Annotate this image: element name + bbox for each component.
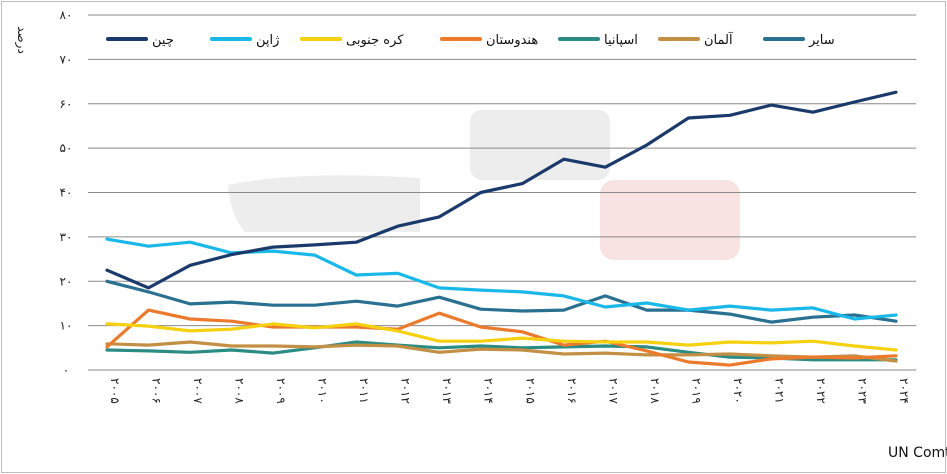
x-tick-label: ۲۰۱۲ xyxy=(399,378,413,404)
y-tick-label: ۵۰ xyxy=(60,141,73,155)
x-tick-label: ۲۰۰۶ xyxy=(150,378,164,404)
source-label: منبع: UN Comtrade xyxy=(888,445,947,461)
legend-label: ژاپن xyxy=(256,33,279,48)
x-tick-label: ۲۰۱۴ xyxy=(482,378,496,404)
y-tick-label: ۳۰ xyxy=(60,230,73,244)
y-tick-label: ۰ xyxy=(63,363,69,377)
legend-label: کره جنوبی xyxy=(346,33,404,48)
y-tick-label: ۴۰ xyxy=(60,186,73,200)
x-tick-label: ۲۰۰۷ xyxy=(191,378,205,404)
legend-label: آلمان xyxy=(704,31,734,48)
x-tick-label: ۲۰۲۴ xyxy=(897,378,911,404)
series-line-3 xyxy=(105,308,898,367)
x-tick-label: ۲۰۱۸ xyxy=(648,378,662,404)
x-tick-label: ۲۰۱۰ xyxy=(316,378,330,404)
x-tick-label: ۲۰۰۸ xyxy=(233,378,247,404)
x-tick-label: ۲۰۱۳ xyxy=(440,378,454,404)
x-tick-label: ۲۰۱۷ xyxy=(606,378,620,404)
x-tick-label: ۲۰۱۵ xyxy=(523,378,537,404)
y-tick-label: ۶۰ xyxy=(60,97,73,111)
legend-label: اسپانیا xyxy=(604,33,638,48)
x-tick-label: ۲۰۲۳ xyxy=(855,378,869,404)
series-line-5 xyxy=(105,340,898,363)
series-line-2 xyxy=(105,322,898,352)
y-tick-label: ۲۰ xyxy=(60,274,73,288)
x-tick-label: ۲۰۰۹ xyxy=(274,378,288,404)
series-line-1 xyxy=(105,237,898,321)
y-tick-label: ۱۰ xyxy=(60,319,73,333)
x-tick-label: ۲۰۰۵ xyxy=(108,378,122,404)
y-axis-label: درصد xyxy=(14,26,29,54)
series-line-6 xyxy=(105,279,898,324)
x-tick-label: ۲۰۱۱ xyxy=(357,378,371,404)
x-tick-label: ۲۰۲۲ xyxy=(814,378,828,404)
x-tick-label: ۲۰۲۰ xyxy=(731,378,745,404)
y-tick-label: ۸۰ xyxy=(60,8,73,22)
x-tick-label: ۲۰۲۱ xyxy=(772,378,786,404)
series-line-4 xyxy=(105,340,898,362)
series-line-0 xyxy=(105,90,898,290)
legend-label: سایر xyxy=(808,33,835,48)
legend-label: هندوستان xyxy=(486,33,538,48)
y-tick-label: ۷۰ xyxy=(60,52,73,66)
x-tick-label: ۲۰۱۶ xyxy=(565,378,579,404)
x-tick-label: ۲۰۱۹ xyxy=(689,378,703,404)
legend-label: چین xyxy=(152,33,174,48)
